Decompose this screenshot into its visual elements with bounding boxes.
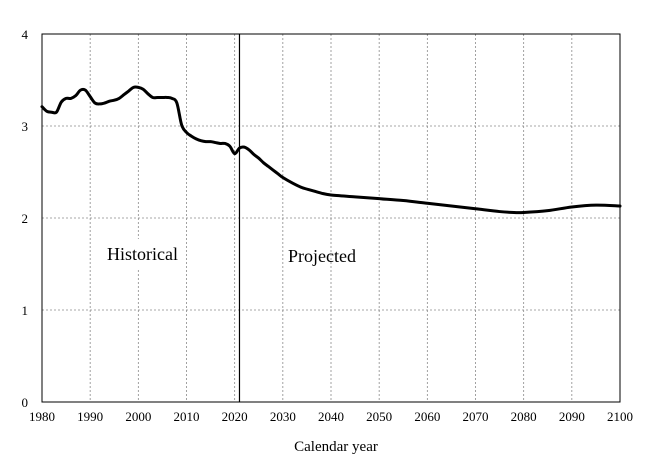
y-tick-label: 2 (22, 211, 29, 226)
x-tick-label: 1990 (77, 409, 103, 424)
x-tick-label: 2000 (125, 409, 151, 424)
x-tick-label: 1980 (29, 409, 55, 424)
x-tick-label: 2010 (174, 409, 200, 424)
y-tick-label: 1 (22, 303, 29, 318)
x-tick-label: 2050 (366, 409, 392, 424)
x-tick-label: 2080 (511, 409, 537, 424)
gridlines (42, 34, 620, 402)
y-tick-label: 4 (22, 27, 29, 42)
y-tick-label: 0 (22, 395, 29, 410)
x-axis-ticks: 1980 1990 2000 2010 2020 2030 2040 2050 2060 2070… (29, 409, 633, 424)
historical-label-bg (102, 239, 186, 269)
historical-label: Historical (107, 244, 178, 264)
y-tick-label: 3 (22, 119, 29, 134)
x-tick-label: 2090 (559, 409, 585, 424)
x-tick-label: 2060 (414, 409, 440, 424)
plot-frame (41, 33, 621, 403)
x-axis-title: Calendar year (294, 439, 378, 455)
x-tick-label: 2020 (222, 409, 248, 424)
x-tick-label: 2070 (463, 409, 489, 424)
x-tick-label: 2030 (270, 409, 296, 424)
x-tick-label: 2100 (607, 409, 633, 424)
series-line (40, 85, 622, 215)
y-axis-ticks: 0 1 2 3 4 (22, 27, 29, 410)
projected-label: Projected (288, 246, 356, 266)
x-tick-label: 2040 (318, 409, 344, 424)
